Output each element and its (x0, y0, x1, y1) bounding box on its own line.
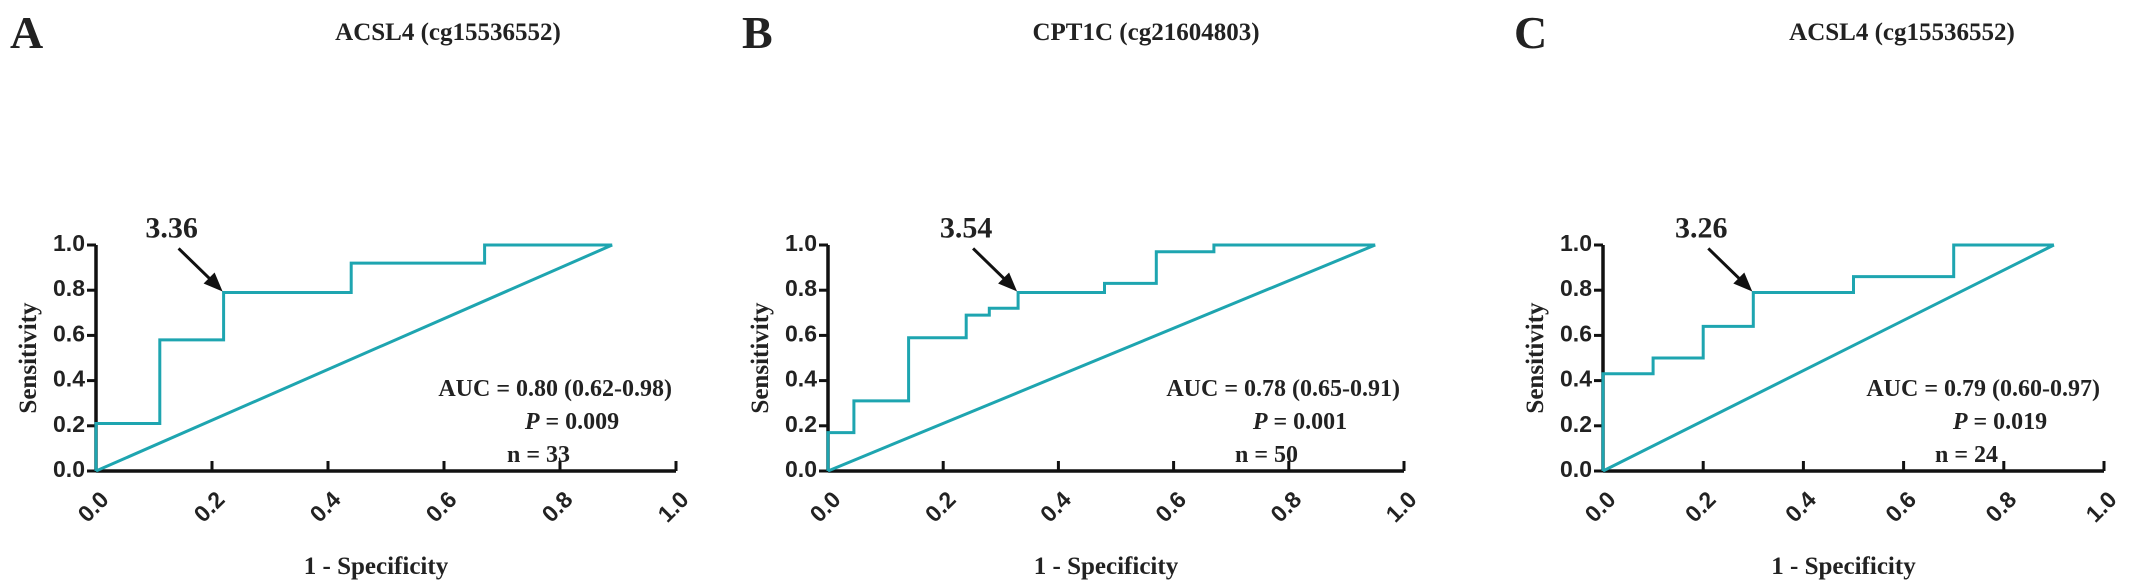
n-annotation: n = 24 (1935, 442, 1998, 468)
roc-curve (826, 243, 1376, 471)
y-tick-label: 1.0 (53, 230, 85, 256)
x-tick-label: 0.4 (1035, 486, 1076, 527)
auc-annotation: AUC = 0.79 (0.60-0.97) (1866, 376, 2100, 402)
y-tick-label: 0.8 (1560, 275, 1592, 301)
y-tick-label: 0.4 (53, 366, 85, 392)
p-value: = 0.019 (1967, 409, 2047, 435)
p-value: = 0.009 (539, 409, 619, 435)
n-annotation: n = 33 (507, 442, 570, 468)
x-tick-label: 0.6 (1150, 486, 1191, 527)
y-tick-label: 0.6 (1560, 320, 1592, 346)
x-axis-label: 1 - Specificity (304, 553, 449, 580)
panel-c: C ACSL4 (cg15536552) 0.0 0.2 0.4 0.6 0.8 1.0 0.0… (1514, 7, 2122, 580)
roc-curve (1601, 243, 2054, 471)
auc-annotation: AUC = 0.80 (0.62-0.98) (438, 376, 672, 402)
x-tick-label: 1.0 (1381, 486, 1422, 527)
x-tick-label: 0.2 (920, 486, 961, 527)
y-tick-label: 0.2 (785, 411, 817, 437)
arrow-head-icon (1733, 272, 1753, 292)
x-tick-label: 0.6 (421, 486, 462, 527)
panel-a: A ACSL4 (cg15536552) 0.0 0.2 0.4 0.6 0.8 1.0 0.0… (10, 7, 694, 580)
y-tick-label: 0.0 (1560, 456, 1592, 482)
y-tick-label: 0.2 (1560, 411, 1592, 437)
y-tick-label: 0.0 (785, 456, 817, 482)
reference-line (95, 243, 613, 473)
x-tick-label: 0.2 (189, 486, 230, 527)
x-tick-label: 1.0 (653, 486, 694, 527)
y-tick-label: 0.8 (53, 275, 85, 301)
p-symbol: P (524, 409, 540, 435)
x-tick-label: 1.0 (2081, 486, 2122, 527)
y-tick-label: 0.6 (53, 320, 85, 346)
x-tick-label: 0.4 (1780, 486, 1821, 527)
n-annotation: n = 50 (1235, 442, 1298, 468)
y-tick-label: 0.4 (1560, 366, 1592, 392)
y-axis-label: Sensitivity (1522, 302, 1549, 414)
y-tick-label: 0.0 (53, 456, 85, 482)
chart-title: ACSL4 (cg15536552) (335, 19, 561, 46)
roc-curve (94, 243, 613, 471)
y-tick-label: 1.0 (785, 230, 817, 256)
panel-letter: C (1514, 7, 1547, 58)
x-tick-label: 0.0 (805, 486, 846, 527)
arrow-head-icon (203, 272, 223, 292)
panel-letter: B (742, 7, 773, 58)
y-axis-label: Sensitivity (15, 302, 42, 414)
p-symbol: P (1952, 409, 1968, 435)
cutoff-label: 3.26 (1675, 211, 1728, 244)
x-tick-label: 0.2 (1680, 486, 1721, 527)
x-tick-label: 0.4 (305, 486, 346, 527)
y-tick-label: 0.6 (785, 320, 817, 346)
panel-letter: A (10, 7, 43, 58)
y-tick-label: 1.0 (1560, 230, 1592, 256)
x-tick-label: 0.8 (537, 486, 578, 527)
reference-line (1602, 243, 2055, 473)
y-tick-label: 0.4 (785, 366, 817, 392)
p-symbol: P (1252, 409, 1268, 435)
reference-line (827, 243, 1376, 473)
x-tick-label: 0.6 (1880, 486, 1921, 527)
chart-title: ACSL4 (cg15536552) (1789, 19, 2015, 46)
x-tick-label: 0.8 (1980, 486, 2021, 527)
x-tick-label: 0.0 (1580, 486, 1621, 527)
cutoff-label: 3.54 (940, 211, 993, 244)
p-value-annotation: P = 0.009 (524, 409, 619, 435)
chart-title: CPT1C (cg21604803) (1032, 19, 1259, 46)
cutoff-label: 3.36 (145, 211, 198, 244)
p-value: = 0.001 (1267, 409, 1347, 435)
p-value-annotation: P = 0.019 (1952, 409, 2047, 435)
arrow-head-icon (998, 272, 1018, 292)
auc-annotation: AUC = 0.78 (0.65-0.91) (1166, 376, 1400, 402)
y-axis-label: Sensitivity (747, 302, 774, 414)
y-tick-label: 0.2 (53, 411, 85, 437)
panel-b: B CPT1C (cg21604803) 0.0 0.2 0.4 0.6 0.8 1.0 0.0… (742, 7, 1422, 580)
p-value-annotation: P = 0.001 (1252, 409, 1347, 435)
x-axis-label: 1 - Specificity (1034, 553, 1179, 580)
y-tick-label: 0.8 (785, 275, 817, 301)
x-tick-label: 0.8 (1265, 486, 1306, 527)
x-tick-label: 0.0 (73, 486, 114, 527)
x-axis-label: 1 - Specificity (1771, 553, 1916, 580)
